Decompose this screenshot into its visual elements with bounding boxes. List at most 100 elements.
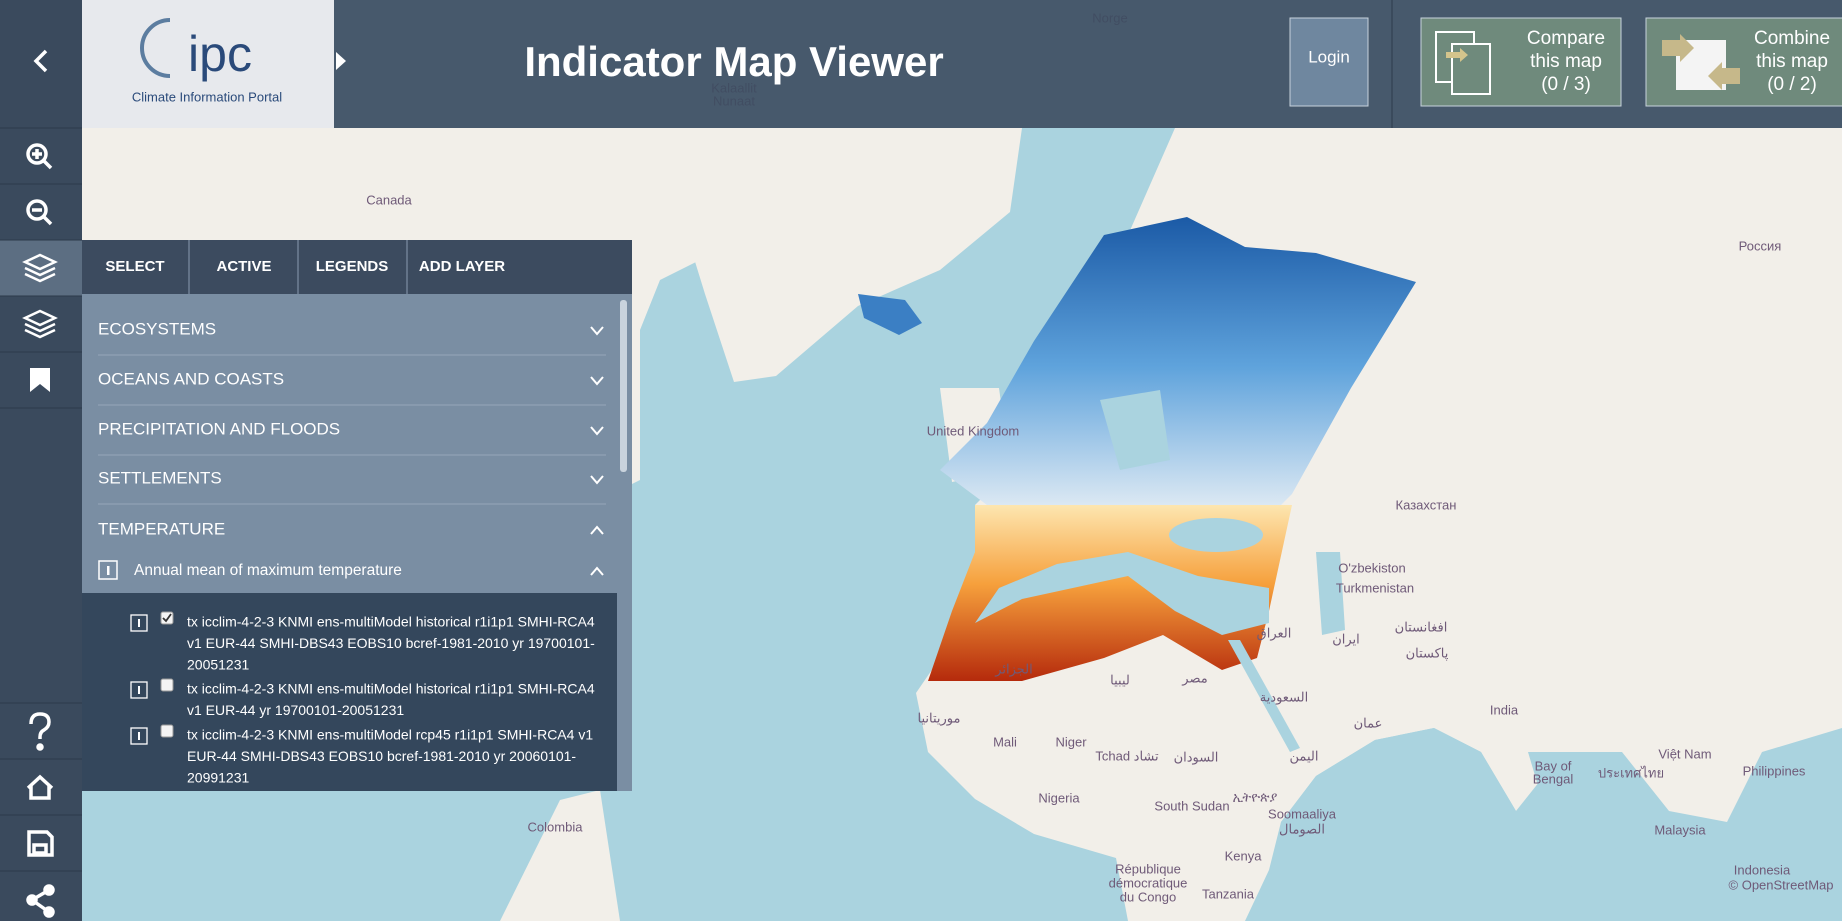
logo-ring [140,18,171,78]
category[interactable]: TEMPERATURE [98,519,225,538]
map-label: الجزائر [994,661,1033,677]
map-label: پاکستان [1406,645,1449,661]
map-label: Kenya [1225,848,1263,863]
chevron[interactable] [590,376,604,386]
tab[interactable]: ADD LAYER [419,258,505,275]
layer-name: v1 EUR-44 yr 19700101-20051231 [187,702,404,718]
logo-box[interactable] [82,0,334,128]
category[interactable]: ECOSYSTEMS [98,319,216,338]
tab-bar [82,240,632,294]
chevron[interactable] [590,566,604,576]
sea [1528,752,1622,870]
compare-label: this map [1530,51,1602,72]
map-label: Tanzania [1202,886,1255,901]
help-icon[interactable] [29,712,51,751]
map-label: Niger [1055,734,1087,749]
map-label: India [1490,702,1519,717]
layer-name: 20051231 [187,657,250,673]
tab[interactable]: SELECT [105,258,164,275]
sea [1169,518,1263,552]
map-label: O'zbekiston [1338,560,1406,575]
zoom-in-icon[interactable] [26,143,53,170]
info-icon[interactable] [130,681,148,699]
category[interactable]: OCEANS AND COASTS [98,369,284,388]
back-icon[interactable] [33,49,48,73]
layer-checkbox[interactable] [160,611,174,625]
sea [1316,552,1345,635]
login-button[interactable] [1289,17,1369,107]
scroll-track [617,593,632,791]
heatmap-cold [858,294,922,335]
heatmap-cold [940,217,1416,517]
layer-name: tx icclim-4-2-3 KNMI ens-multiModel hist… [187,614,595,630]
share-icon[interactable] [26,884,55,918]
logo-arrow [336,52,346,70]
info-icon[interactable] [98,560,118,580]
bookmark-icon[interactable] [30,368,50,392]
layer-name: tx icclim-4-2-3 KNMI ens-multiModel rcp4… [187,727,593,743]
map-label: © OpenStreetMap [1729,877,1834,892]
sidebar [0,0,82,921]
map-label: السودان [1174,749,1219,765]
chevron[interactable] [590,525,604,535]
info-dot [138,686,140,694]
compare-label: (0 / 3) [1541,74,1591,95]
map-label: du Congo [1120,889,1176,904]
info-icon[interactable] [130,614,148,632]
map-label: Bengal [1533,771,1574,786]
category-list [82,294,632,593]
home-icon[interactable] [26,774,54,800]
map-label: ليبيا [1110,672,1130,687]
layer-checkbox[interactable] [160,678,174,692]
map-label: South Sudan [1154,798,1229,813]
logo-caption: Climate Information Portal [132,89,282,104]
page-title: Indicator Map Viewer [524,38,943,85]
layer-checkbox[interactable] [160,724,174,738]
layer-name: v1 EUR-44 SMHI-DBS43 EOBS10 bcref-1981-2… [187,635,595,651]
info-dot [138,619,140,627]
land [500,790,620,921]
subcategory[interactable]: Annual mean of maximum temperature [134,562,402,579]
layer-name: EUR-44 SMHI-DBS43 EOBS10 bcref-1981-2010… [187,748,576,764]
panel: SELECT ACTIVE LEGENDS ADD LAYER ECOSYSTEMS OC… [98,258,606,786]
map-label: افغانستان [1395,619,1448,634]
sea [1100,390,1170,470]
map-labels: CanadaNorgeKalaallitNunaatРоссияUnited K… [366,10,1833,904]
map-label: الصومال [1279,821,1325,837]
info-icon[interactable] [130,727,148,745]
category[interactable]: PRECIPITATION AND FLOODS [98,419,340,438]
tab-dividers [188,240,408,294]
sea [975,552,1269,635]
compare-label: Compare [1527,28,1605,49]
checkmark [162,613,172,623]
chevron[interactable] [590,475,604,485]
sidebar-icons [22,49,58,918]
layers-icon[interactable] [22,253,58,283]
map-label: Malaysia [1654,822,1706,837]
map-label: ኢትዮጵያ [1233,789,1278,804]
map-label: مصر [1181,670,1207,686]
tab[interactable]: LEGENDS [316,258,389,275]
sidebar-dividers [0,0,1393,872]
map-label: Bay of [1535,758,1572,773]
map-label: Россия [1739,238,1782,253]
map-label: Việt Nam [1658,746,1711,761]
map-label: Philippines [1743,763,1806,778]
tab[interactable]: ACTIVE [216,258,271,275]
save-icon[interactable] [27,830,54,857]
zoom-out-icon[interactable] [26,199,53,226]
chevron[interactable] [590,326,604,336]
layers-icon[interactable] [22,309,58,339]
map-label: Turkmenistan [1336,580,1414,595]
chevron[interactable] [590,426,604,436]
category[interactable]: SETTLEMENTS [98,468,222,487]
map-label: démocratique [1109,875,1188,890]
logo-mark: ipc [188,26,252,82]
map-label: Tchad تشاد [1095,748,1159,763]
sea [1228,640,1300,752]
map-label: Nigeria [1038,790,1080,805]
info-dot [107,566,110,575]
scrollbar[interactable] [620,300,627,472]
